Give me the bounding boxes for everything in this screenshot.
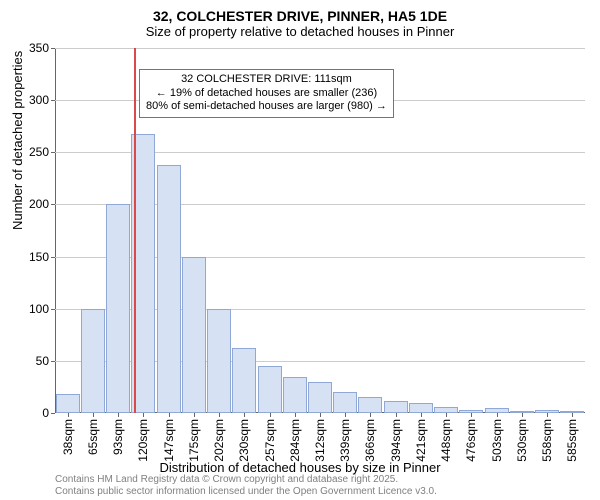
x-tick-label: 558sqm [540,419,554,462]
y-tick-label: 100 [29,302,49,316]
histogram-bar [207,309,231,413]
callout-line: 80% of semi-detached houses are larger (… [146,100,387,114]
x-tick-mark [68,413,69,417]
y-tick-mark [51,309,55,310]
histogram-bar [409,403,433,413]
x-tick-mark [396,413,397,417]
x-tick-label: 147sqm [162,419,176,462]
x-tick-label: 312sqm [313,419,327,462]
x-tick-mark [295,413,296,417]
x-tick-mark [370,413,371,417]
histogram-bar [333,392,357,413]
x-tick-mark [547,413,548,417]
x-tick-mark [194,413,195,417]
histogram-bar [56,394,80,413]
x-tick-mark [93,413,94,417]
y-tick-mark [51,152,55,153]
histogram-bar [358,397,382,413]
x-tick-mark [345,413,346,417]
x-tick-label: 448sqm [439,419,453,462]
y-tick-label: 300 [29,93,49,107]
x-tick-label: 65sqm [86,419,100,455]
x-tick-label: 38sqm [61,419,75,455]
histogram-bar [81,309,105,413]
y-tick-label: 0 [42,406,49,420]
x-tick-label: 366sqm [363,419,377,462]
page-title: 32, COLCHESTER DRIVE, PINNER, HA5 1DE [0,0,600,24]
x-tick-label: 175sqm [187,419,201,462]
x-tick-label: 530sqm [515,419,529,462]
y-tick-mark [51,48,55,49]
x-tick-mark [118,413,119,417]
histogram-bar [283,377,307,414]
histogram-bar [308,382,332,413]
y-tick-mark [51,204,55,205]
x-tick-mark [219,413,220,417]
x-tick-mark [471,413,472,417]
x-tick-label: 476sqm [464,419,478,462]
y-tick-mark [51,100,55,101]
histogram-bar [157,165,181,413]
plot-area: 05010015020025030035038sqm65sqm93sqm120s… [55,48,585,413]
x-tick-label: 93sqm [111,419,125,455]
x-tick-label: 394sqm [389,419,403,462]
callout-line: 32 COLCHESTER DRIVE: 111sqm [146,73,387,87]
x-tick-mark [446,413,447,417]
x-tick-mark [320,413,321,417]
y-tick-label: 150 [29,250,49,264]
x-axis-label: Distribution of detached houses by size … [0,460,600,475]
x-tick-mark [169,413,170,417]
x-tick-mark [143,413,144,417]
x-tick-label: 120sqm [136,419,150,462]
histogram-bar [182,257,206,413]
attribution-line-1: Contains HM Land Registry data © Crown c… [55,474,437,486]
histogram-chart: 05010015020025030035038sqm65sqm93sqm120s… [55,48,585,413]
y-tick-label: 250 [29,145,49,159]
x-tick-label: 284sqm [288,419,302,462]
x-tick-mark [572,413,573,417]
x-tick-label: 339sqm [338,419,352,462]
x-tick-label: 585sqm [565,419,579,462]
callout-box: 32 COLCHESTER DRIVE: 111sqm← 19% of deta… [139,69,394,118]
y-axis-label: Number of detached properties [10,51,25,230]
histogram-bar [232,348,256,413]
x-tick-mark [497,413,498,417]
histogram-bar [106,204,130,413]
reference-line [134,48,136,413]
page-subtitle: Size of property relative to detached ho… [0,24,600,45]
x-tick-mark [421,413,422,417]
x-tick-mark [244,413,245,417]
x-tick-mark [270,413,271,417]
histogram-bar [258,366,282,413]
y-axis [55,48,56,413]
y-tick-label: 200 [29,197,49,211]
y-tick-mark [51,413,55,414]
x-tick-label: 503sqm [490,419,504,462]
callout-line: ← 19% of detached houses are smaller (23… [146,87,387,101]
y-tick-mark [51,257,55,258]
y-tick-label: 50 [36,354,49,368]
y-tick-mark [51,361,55,362]
attribution-line-2: Contains public sector information licen… [55,486,437,498]
attribution: Contains HM Land Registry data © Crown c… [55,474,437,498]
x-tick-mark [522,413,523,417]
x-tick-label: 230sqm [237,419,251,462]
y-tick-label: 350 [29,41,49,55]
x-tick-label: 257sqm [263,419,277,462]
x-tick-label: 202sqm [212,419,226,462]
histogram-bar [384,401,408,414]
x-tick-label: 421sqm [414,419,428,462]
